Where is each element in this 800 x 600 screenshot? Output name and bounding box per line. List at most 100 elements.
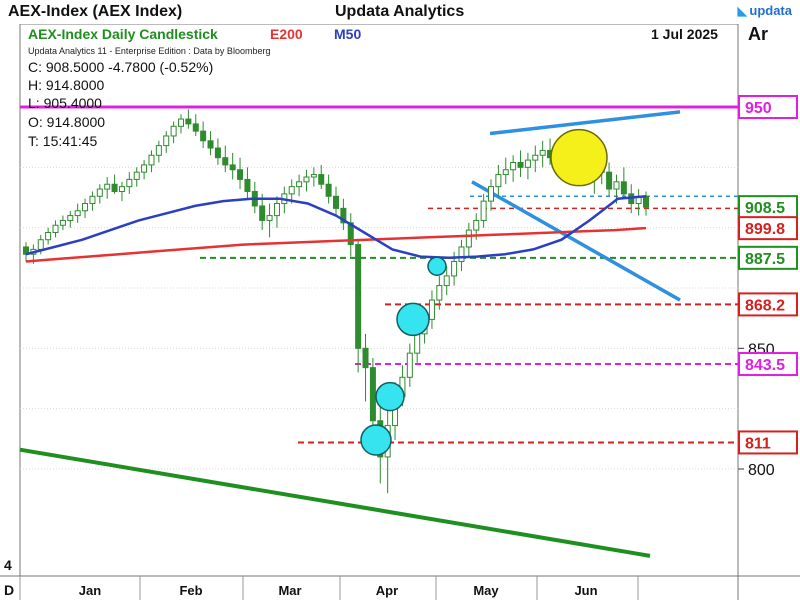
candle-body [237,169,244,180]
candle-body [185,118,192,125]
candle-body [510,162,517,171]
month-label: Apr [376,583,398,598]
candle-body [37,239,44,250]
candle-body [59,219,66,226]
candle-body [303,176,310,183]
month-label: Mar [278,583,301,598]
candle-body [259,205,266,221]
candle-body [443,275,450,287]
price-label-box [738,245,798,270]
price-label-box [738,430,798,455]
markers [360,128,608,456]
candle-body [347,222,354,246]
candle-body [620,181,627,195]
candle-body [141,164,148,173]
candle-body [207,140,214,149]
month-label: Jan [79,583,101,598]
candle-body [214,147,221,159]
candle-body [126,178,133,188]
candle-body [502,169,509,176]
axis-tab-label[interactable]: Ar [748,24,768,44]
candle-body [67,215,74,221]
candle-body [82,203,89,212]
price-label-box [738,292,798,317]
candle-body [340,207,347,224]
candle-body [222,157,229,166]
candle-body [296,181,303,188]
yellow-circle-marker [550,128,608,187]
candle-body [229,164,236,171]
chart-date: 1 Jul 2025 [651,26,718,42]
high-value: H: 914.8000 [28,77,104,93]
candle-body [23,246,29,255]
candle-body [414,333,421,354]
candle-body [74,210,81,217]
cyan-circle-marker [375,381,405,412]
left-label-4: 4 [4,557,12,573]
window-title: AEX-Index (AEX Index) [8,3,183,20]
price-label-box [738,216,798,241]
candle-body [458,246,465,262]
candle-body [436,285,443,301]
candle-body [52,224,59,233]
cyan-circle-marker [396,302,430,337]
price-label-text: 868.2 [745,297,785,314]
candle-body [480,200,487,221]
price-label-text: 899.8 [745,221,785,238]
candle-body [133,171,140,180]
price-label-box [738,352,798,377]
channel-lower-line [471,180,681,302]
candle-body [170,125,177,137]
candle-body [333,195,339,209]
m50-legend: M50 [334,26,361,42]
month-axis: Jan Feb Mar Apr May Jun [19,576,639,600]
m50-line [25,195,647,260]
candle-body [244,178,251,192]
month-label: Jun [574,583,597,598]
month-label: Feb [179,583,202,598]
candle-body [643,195,649,208]
candle-body [613,181,620,190]
candle-body [473,219,480,231]
candle-body [288,186,295,195]
green-trend-line [19,447,651,558]
candle-body [362,347,369,369]
price-label-text: 908.5 [745,200,785,217]
candle-body [155,145,162,156]
close-value: C: 908.5000 -4.7800 (-0.52%) [28,59,213,75]
price-label-text: 887.5 [745,251,785,268]
chart-name: AEX-Index Daily Candlestick [28,26,218,42]
candle-body [111,183,118,192]
updata-logo-icon: ◣ [737,3,748,18]
price-label-text: 950 [745,100,772,117]
candle-body [539,149,546,156]
candle-body [163,135,170,147]
candle-body [517,162,524,168]
candle-body [104,183,111,190]
open-value: O: 914.8000 [28,114,105,130]
moving-averages [25,195,647,263]
candle-body [266,215,273,221]
price-label-text: 843.5 [745,357,785,374]
candle-body [45,231,52,241]
cyan-circle-marker [427,256,447,277]
plot-area [19,24,739,577]
candle-body [325,183,332,197]
price-label-text: 811 [745,435,771,452]
candle-body [355,244,362,349]
candle-body [465,229,472,248]
logo-text: updata [749,3,792,18]
channel-upper-line [489,110,681,136]
candle-body [451,260,458,277]
left-label-d: D [4,582,14,598]
candle-body [89,195,96,205]
e200-line [25,226,647,263]
candle-body [606,171,613,190]
title-bar: AEX-Index (AEX Index) Updata Analytics ◣… [0,0,800,25]
candle-body [524,159,531,168]
candle-body [488,186,494,202]
candle-body [96,188,103,197]
candle-body [318,174,325,185]
